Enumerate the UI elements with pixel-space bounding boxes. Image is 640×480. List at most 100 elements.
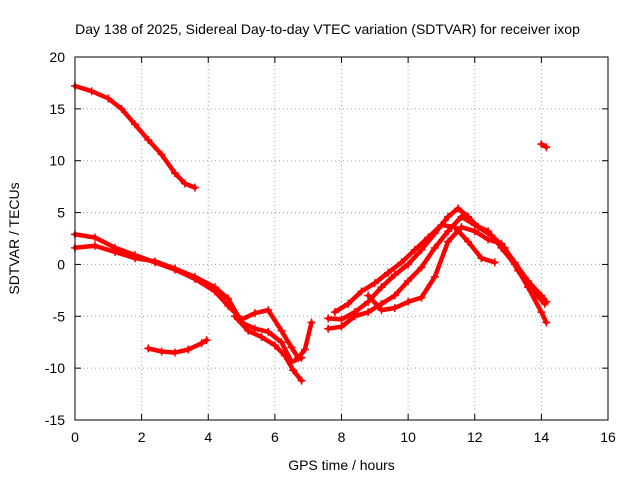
- data-point: [244, 326, 253, 335]
- data-point: [364, 291, 373, 300]
- data-point: [324, 324, 333, 333]
- data-point: [250, 324, 259, 333]
- data-point: [270, 341, 279, 350]
- data-point: [307, 318, 316, 327]
- x-tick-label: 16: [600, 429, 616, 445]
- data-point: [424, 233, 433, 242]
- series-track-j: [364, 223, 551, 315]
- data-point: [390, 291, 399, 300]
- data-point: [287, 343, 296, 352]
- series-track-i: [330, 221, 499, 317]
- data-point: [444, 227, 453, 236]
- data-point: [410, 245, 419, 254]
- data-point: [490, 258, 499, 267]
- series-track-c: [537, 140, 551, 152]
- series-line: [72, 83, 198, 190]
- data-point: [364, 308, 373, 317]
- data-point: [377, 283, 386, 292]
- y-axis-title: SDTVAR / TECUs: [6, 182, 22, 294]
- data-point: [170, 264, 179, 273]
- data-point: [510, 258, 519, 267]
- data-point: [144, 135, 153, 144]
- data-point: [542, 297, 551, 306]
- data-point: [524, 277, 533, 286]
- data-point: [210, 283, 219, 292]
- series-track-a: [71, 82, 199, 192]
- x-tick-label: 2: [138, 429, 146, 445]
- data-point: [330, 308, 339, 317]
- data-point: [337, 315, 346, 324]
- axis-ticks: 0 2 4 6 8 10 12 14 16 -15 -10 -5 0 5 10 15 20: [45, 49, 616, 445]
- data-point: [180, 179, 189, 188]
- data-point: [417, 263, 426, 272]
- data-point: [390, 270, 399, 279]
- data-point: [264, 306, 273, 315]
- data-point: [224, 294, 233, 303]
- data-point: [130, 254, 139, 263]
- y-tick-label: -15: [45, 412, 65, 428]
- data-point: [300, 345, 309, 354]
- data-point: [289, 366, 298, 375]
- data-point: [457, 223, 466, 232]
- data-point: [264, 327, 273, 336]
- data-point: [144, 344, 153, 353]
- y-tick-label: -5: [53, 308, 66, 324]
- data-point: [430, 272, 439, 281]
- data-point: [277, 326, 286, 335]
- data-point: [250, 309, 259, 318]
- data-point: [190, 183, 199, 192]
- data-point: [197, 339, 206, 348]
- data-point: [280, 351, 289, 360]
- series-track-f: [230, 312, 306, 385]
- data-point: [464, 237, 473, 246]
- data-point: [170, 169, 179, 178]
- data-point: [542, 143, 551, 152]
- data-point: [130, 120, 139, 129]
- data-point: [337, 322, 346, 331]
- data-point: [90, 233, 99, 242]
- y-tick-label: 10: [49, 153, 65, 169]
- data-point: [257, 333, 266, 342]
- x-tick-label: 6: [271, 429, 279, 445]
- data-point: [324, 314, 333, 323]
- data-point: [537, 291, 546, 300]
- data-point: [404, 297, 413, 306]
- data-point: [157, 150, 166, 159]
- x-tick-label: 8: [338, 429, 346, 445]
- x-axis-title: GPS time / hours: [288, 457, 395, 473]
- data-point: [344, 299, 353, 308]
- data-point: [377, 306, 386, 315]
- grid: [75, 57, 608, 420]
- data-point: [430, 243, 439, 252]
- series-track-e: [71, 241, 306, 366]
- data-point: [87, 87, 96, 96]
- data-point: [454, 204, 463, 213]
- data-point: [157, 347, 166, 356]
- data-point: [457, 212, 466, 221]
- x-tick-label: 10: [400, 429, 416, 445]
- x-tick-label: 12: [467, 429, 483, 445]
- data-point: [297, 376, 306, 385]
- x-tick-label: 14: [534, 429, 550, 445]
- data-point: [397, 258, 406, 267]
- data-point: [230, 312, 239, 321]
- data-point: [117, 104, 126, 113]
- data-point: [110, 247, 119, 256]
- y-tick-label: 0: [57, 256, 65, 272]
- data-point: [537, 308, 546, 317]
- data-point: [297, 353, 306, 362]
- y-tick-label: -10: [45, 360, 65, 376]
- data-point: [437, 221, 446, 230]
- data-point: [542, 318, 551, 327]
- data-point: [537, 140, 546, 149]
- data-point: [444, 212, 453, 221]
- data-point: [484, 227, 493, 236]
- data-point: [444, 237, 453, 246]
- data-point: [384, 268, 393, 277]
- data-point: [370, 279, 379, 288]
- y-tick-label: 20: [49, 49, 65, 65]
- x-tick-label: 0: [71, 429, 79, 445]
- data-point: [497, 239, 506, 248]
